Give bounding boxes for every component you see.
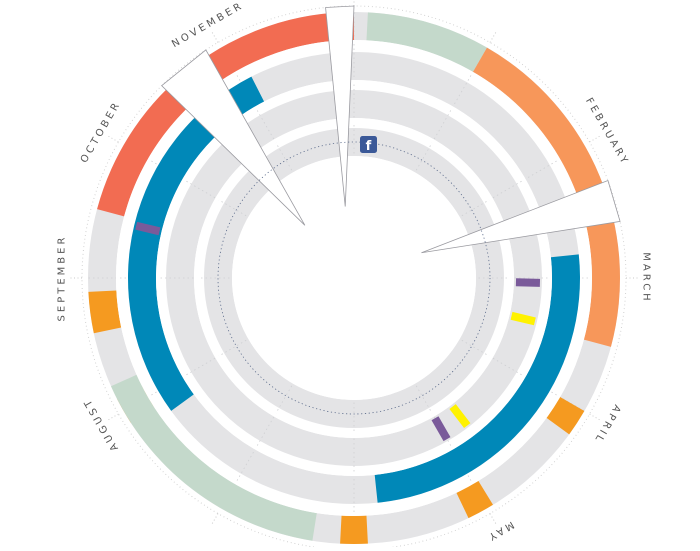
needle-december xyxy=(325,5,355,207)
ring-gap xyxy=(116,40,592,516)
center-area: f xyxy=(217,136,491,415)
segment-march-june-blue xyxy=(374,254,580,503)
segment-sep-nov-blue xyxy=(127,76,265,411)
month-label-april: APRIL xyxy=(591,402,622,445)
facebook-icon[interactable]: f xyxy=(360,136,377,154)
segment-september-gold xyxy=(88,290,122,334)
segment-december-sage xyxy=(366,12,487,72)
ring-track-4 xyxy=(204,128,504,428)
ring-gap xyxy=(156,80,552,476)
ring-gap xyxy=(232,156,476,400)
tick-may-purple xyxy=(431,416,451,442)
scale-tick xyxy=(489,513,498,526)
facebook-glyph: f xyxy=(366,139,372,154)
month-label-may: MAY xyxy=(484,519,515,543)
tick-october-purple xyxy=(135,221,161,236)
scale-tick xyxy=(489,30,498,43)
segment-may-gold xyxy=(456,480,493,519)
month-label-march: MARCH xyxy=(641,252,652,303)
segment-april-gold xyxy=(546,397,585,435)
month-label-september: SEPTEMBER xyxy=(57,235,68,322)
inner-dotted-circle xyxy=(217,141,491,415)
scale-tick xyxy=(210,513,219,526)
month-label-august: AUGUST xyxy=(81,395,120,452)
event-ticks xyxy=(135,221,541,442)
segment-summer-sage xyxy=(110,374,317,541)
tick-march-purple xyxy=(515,278,541,287)
scale-tick xyxy=(210,30,219,43)
needles xyxy=(161,5,621,254)
needle-november xyxy=(161,49,306,226)
tick-may-yellow xyxy=(449,404,471,428)
needle-march xyxy=(421,179,621,254)
scale-tick xyxy=(106,413,119,422)
scale-tick xyxy=(106,134,119,143)
ring-gap xyxy=(194,118,514,438)
scale-tick xyxy=(589,413,602,422)
scale-tick xyxy=(589,134,602,143)
month-label-october: OCTOBER xyxy=(79,99,124,165)
segment-june-gold xyxy=(340,515,368,544)
tick-march-yellow xyxy=(510,311,536,326)
